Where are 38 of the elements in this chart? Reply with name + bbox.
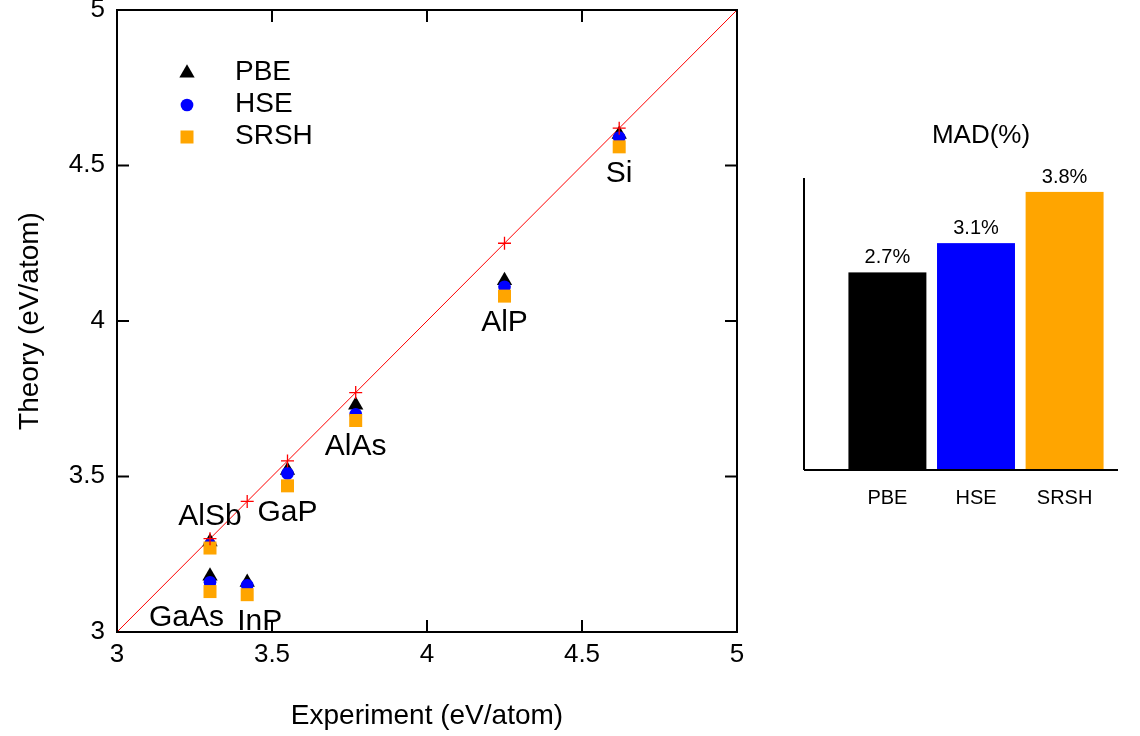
data-label: 3.1% — [953, 216, 1000, 239]
point — [280, 453, 295, 469]
x-tick-label: 4 — [419, 638, 435, 668]
annotation: GaAs — [148, 599, 224, 633]
x-tick-label: 5 — [729, 638, 745, 668]
legend-label: HSE — [235, 87, 293, 119]
x-tick-label: PBE — [867, 486, 908, 508]
point — [612, 121, 627, 136]
point — [240, 588, 254, 602]
point — [281, 467, 294, 480]
data-label: 2.7% — [864, 245, 911, 268]
x-tick-label: SRSH — [1036, 486, 1093, 508]
annotation: AlAs — [324, 428, 387, 462]
x-axis-title: Experiment (eV/atom) — [290, 699, 564, 730]
legend-label: SRSH — [235, 119, 313, 151]
point — [349, 414, 363, 428]
x-tick-label: HSE — [955, 486, 997, 508]
legend-label: PBE — [235, 55, 292, 87]
annotation: AlP — [481, 304, 528, 338]
annotation: InP — [237, 602, 283, 636]
annotation: GaP — [257, 493, 318, 527]
x-tick-label: 3 — [109, 638, 125, 668]
y-tick-label: 3 — [90, 614, 105, 645]
y-tick-label: 4 — [90, 303, 105, 334]
point — [498, 289, 511, 303]
chart-title: MAD(%) — [931, 119, 1031, 149]
point — [497, 236, 512, 251]
point — [348, 385, 363, 400]
point — [612, 140, 626, 154]
point — [203, 585, 217, 599]
y-tick-label: 4.5 — [68, 148, 105, 179]
x-tick-label: 4.5 — [563, 638, 601, 668]
data-label: 3.8% — [1041, 164, 1088, 187]
x-tick-label: 3.5 — [253, 638, 291, 668]
point — [281, 479, 294, 493]
annotation: Si — [605, 154, 633, 188]
point — [240, 494, 255, 509]
y-axis-title: Theory (eV/atom) — [13, 212, 44, 430]
